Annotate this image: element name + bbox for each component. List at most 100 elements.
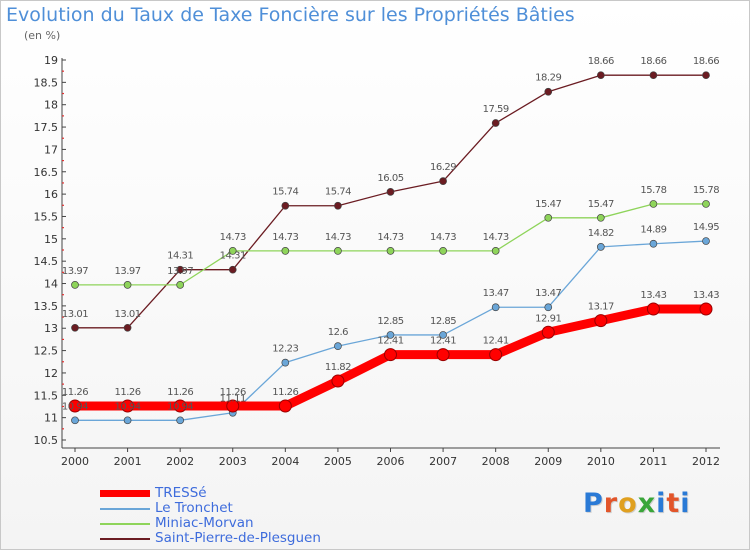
y-tick-label: 12 <box>44 367 58 380</box>
y-tick-label: 13.5 <box>34 300 59 313</box>
data-point <box>649 239 658 248</box>
legend-swatch <box>100 508 150 510</box>
data-label: 11.26 <box>272 387 298 398</box>
x-tick-label: 2005 <box>324 455 352 468</box>
data-label: 11.11 <box>220 394 246 405</box>
y-tick-label: 19 <box>44 54 58 67</box>
data-point <box>173 399 187 413</box>
data-point <box>702 71 710 80</box>
data-point <box>123 323 132 332</box>
y-tick-label: 14.5 <box>34 255 59 268</box>
data-label: 11.26 <box>220 387 246 398</box>
x-tick-label: 2009 <box>534 455 562 468</box>
y-tick-label: 18 <box>44 99 58 112</box>
y-tick-label: 12.5 <box>34 345 59 358</box>
data-label: 12.23 <box>272 344 298 355</box>
data-label: 14.95 <box>693 222 719 233</box>
data-label: 13.17 <box>588 302 614 313</box>
data-point <box>596 71 605 80</box>
data-point <box>121 399 135 413</box>
x-tick-label: 2007 <box>429 455 457 468</box>
data-point <box>439 247 447 255</box>
x-tick-label: 2002 <box>166 455 194 468</box>
data-point <box>176 281 185 289</box>
data-label: 14.73 <box>483 232 509 243</box>
data-label: 15.47 <box>535 199 561 210</box>
y-tick-label: 10.5 <box>34 434 59 447</box>
data-point <box>386 247 395 255</box>
data-label: 13.97 <box>115 266 141 277</box>
data-label: 18.66 <box>640 56 666 67</box>
data-label: 15.47 <box>588 199 614 210</box>
data-point <box>71 323 79 332</box>
data-point <box>176 416 185 425</box>
data-point <box>594 314 608 328</box>
data-point <box>491 303 500 312</box>
data-point <box>544 303 553 312</box>
data-point <box>541 325 555 339</box>
data-label: 13.97 <box>62 266 88 277</box>
data-label: 17.59 <box>483 104 509 115</box>
data-point <box>386 331 395 339</box>
y-tick-label: 14 <box>44 278 58 291</box>
x-tick-label: 2010 <box>587 455 615 468</box>
data-point <box>489 348 503 362</box>
legend-swatch <box>100 490 150 497</box>
data-label: 14.82 <box>588 228 614 239</box>
data-label: 16.05 <box>377 173 403 184</box>
x-tick-label: 2008 <box>482 455 510 468</box>
data-label: 14.73 <box>377 232 403 243</box>
data-label: 10.94 <box>167 401 193 412</box>
x-tick-label: 2006 <box>377 455 405 468</box>
data-label: 12.91 <box>535 313 561 324</box>
data-point <box>384 348 397 362</box>
legend-label: Miniac-Morvan <box>155 515 254 531</box>
data-label: 14.31 <box>220 251 246 262</box>
data-point <box>702 200 710 208</box>
y-tick-label: 16.5 <box>34 166 59 179</box>
data-point <box>331 374 345 388</box>
data-point <box>281 247 290 255</box>
data-label: 16.29 <box>430 162 456 173</box>
data-point <box>596 213 605 222</box>
legend-label: Saint-Pierre-de-Plesguen <box>155 530 321 546</box>
data-label: 14.31 <box>167 251 193 262</box>
data-point <box>334 247 342 255</box>
data-point <box>544 87 553 96</box>
y-tick-label: 13 <box>44 322 58 335</box>
data-point <box>386 188 395 196</box>
data-point <box>281 201 290 210</box>
y-tick-label: 17.5 <box>34 121 59 134</box>
data-label: 15.78 <box>640 185 666 196</box>
data-point <box>334 342 342 350</box>
data-label: 11.26 <box>167 387 193 398</box>
proxiti-logo: Proxiti <box>583 488 691 519</box>
data-label: 13.43 <box>693 290 719 301</box>
data-label: 13.01 <box>115 309 141 320</box>
data-point <box>228 265 237 274</box>
data-label: 12.41 <box>483 336 509 347</box>
data-label: 14.89 <box>640 225 666 236</box>
chart-title: Evolution du Taux de Taxe Foncière sur l… <box>6 4 575 26</box>
data-label: 11.26 <box>62 387 88 398</box>
data-label: 12.41 <box>430 336 456 347</box>
data-label: 15.74 <box>325 187 351 198</box>
data-point <box>334 201 342 210</box>
y-tick-label: 15.5 <box>34 210 59 223</box>
data-label: 12.85 <box>430 316 456 327</box>
data-point <box>123 416 132 425</box>
data-point <box>71 281 79 289</box>
x-tick-label: 2001 <box>114 455 142 468</box>
data-label: 18.66 <box>693 56 719 67</box>
data-label: 13.47 <box>535 288 561 299</box>
legend-label: TRESSé <box>155 485 207 501</box>
chart-unit: (en %) <box>24 29 61 42</box>
x-tick-label: 2012 <box>692 455 720 468</box>
data-point <box>649 71 658 80</box>
data-label: 15.74 <box>272 187 298 198</box>
legend-swatch <box>100 538 150 540</box>
data-label: 14.73 <box>220 232 246 243</box>
data-point <box>439 331 447 339</box>
data-point <box>226 399 240 413</box>
